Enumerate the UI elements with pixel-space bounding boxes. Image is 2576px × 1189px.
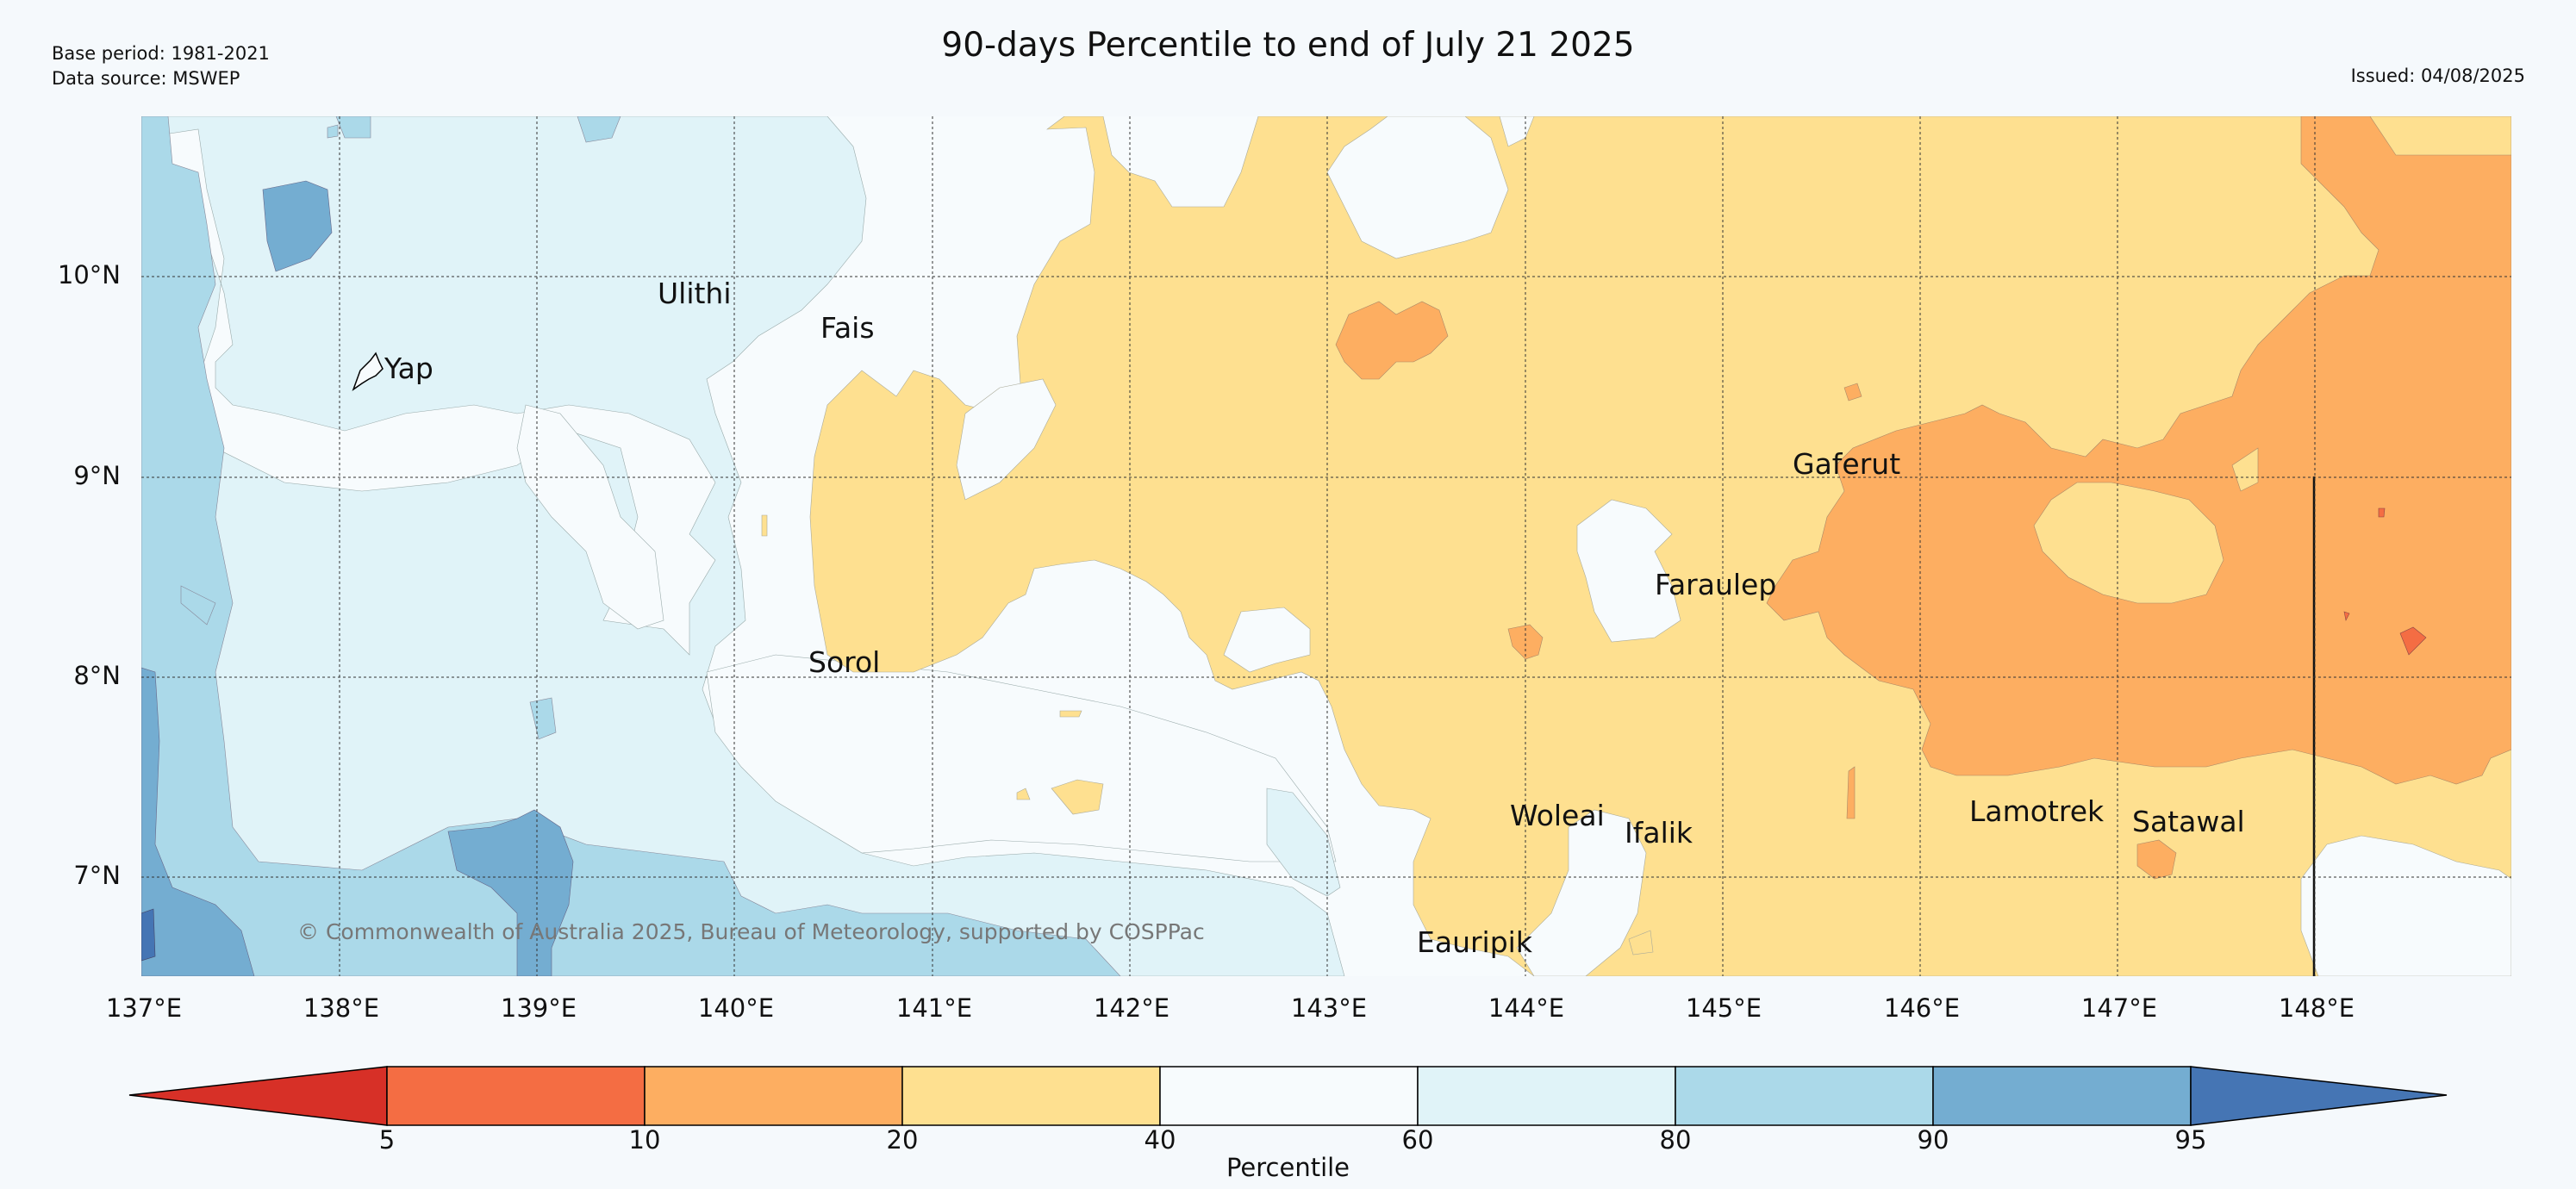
island-label-ifalik: Ifalik bbox=[1625, 816, 1693, 850]
map-title: 90-days Percentile to end of July 21 202… bbox=[941, 26, 1635, 65]
lon-label-144E: 144°E bbox=[1488, 993, 1565, 1023]
lat-label-9N: 9°N bbox=[73, 461, 121, 490]
colorbar-tick-95: 95 bbox=[2174, 1125, 2207, 1155]
region-60-80 bbox=[141, 116, 1345, 976]
colorbar-tick-60: 60 bbox=[1401, 1125, 1434, 1155]
lon-label-147E: 147°E bbox=[2080, 993, 2158, 1023]
colorbar-5-10 bbox=[386, 1066, 646, 1126]
lon-label-137E: 137°E bbox=[105, 993, 183, 1023]
lon-label-141E: 141°E bbox=[895, 993, 973, 1023]
island-label-fais: Fais bbox=[820, 311, 875, 345]
island-label-gaferut: Gaferut bbox=[1793, 447, 1900, 481]
metadata-block: Base period: 1981-2021 Data source: MSWE… bbox=[52, 41, 270, 91]
colorbar-tick-90: 90 bbox=[1917, 1125, 1949, 1155]
issued-date: Issued: 04/08/2025 bbox=[2350, 65, 2525, 86]
colorbar-60-80 bbox=[1417, 1066, 1676, 1126]
yap-island-outline bbox=[352, 352, 384, 391]
colorbar-40-60 bbox=[1159, 1066, 1419, 1126]
colorbar-80-90 bbox=[1675, 1066, 1934, 1126]
island-labels: Ulithi Fais Yap Gaferut Faraulep Sorol W… bbox=[384, 277, 2245, 959]
map-area bbox=[141, 116, 2511, 976]
island-label-yap: Yap bbox=[384, 352, 433, 385]
lat-label-10N: 10°N bbox=[57, 260, 121, 289]
lon-label-146E: 146°E bbox=[1883, 993, 1961, 1023]
island-label-satawal: Satawal bbox=[2132, 805, 2245, 838]
colorbar-tick-20: 20 bbox=[886, 1125, 919, 1155]
lon-label-145E: 145°E bbox=[1685, 993, 1762, 1023]
colorbar-label: Percentile bbox=[1226, 1153, 1350, 1182]
lon-label-143E: 143°E bbox=[1290, 993, 1368, 1023]
lat-label-7N: 7°N bbox=[73, 861, 121, 890]
copyright-text: © Commonwealth of Australia 2025, Bureau… bbox=[297, 919, 1205, 944]
lon-label-142E: 142°E bbox=[1093, 993, 1170, 1023]
region-80-90 bbox=[141, 116, 1121, 976]
region-40-60-pocket-2 bbox=[516, 404, 664, 630]
colorbar-tick-40: 40 bbox=[1144, 1125, 1176, 1155]
lon-label-140E: 140°E bbox=[697, 993, 775, 1023]
island-label-woleai: Woleai bbox=[1510, 799, 1605, 832]
region-90-95 bbox=[262, 180, 333, 272]
colorbar-gt95 bbox=[2190, 1066, 2448, 1126]
colorbar bbox=[128, 1066, 2448, 1126]
lat-label-8N: 8°N bbox=[73, 661, 121, 690]
data-source-text: Data source: MSWEP bbox=[52, 68, 240, 89]
island-label-eauripik: Eauripik bbox=[1417, 925, 1533, 959]
region-gt95 bbox=[141, 908, 156, 962]
island-label-sorol: Sorol bbox=[808, 645, 880, 679]
colorbar-tick-80: 80 bbox=[1659, 1125, 1692, 1155]
region-20-40 bbox=[809, 116, 2511, 976]
gridlines bbox=[141, 116, 2511, 976]
region-5-10 bbox=[2399, 626, 2427, 656]
colorbar-20-40 bbox=[901, 1066, 1161, 1126]
colorbar-tick-5: 5 bbox=[378, 1125, 396, 1155]
island-label-lamotrek: Lamotrek bbox=[1969, 794, 2105, 828]
colorbar-lt5 bbox=[128, 1066, 388, 1126]
lon-label-138E: 138°E bbox=[303, 993, 380, 1023]
colorbar-90-95 bbox=[1932, 1066, 2192, 1126]
colorbar-10-20 bbox=[644, 1066, 903, 1126]
island-label-ulithi: Ulithi bbox=[658, 277, 732, 310]
colorbar-tick-10: 10 bbox=[628, 1125, 661, 1155]
lon-label-139E: 139°E bbox=[500, 993, 577, 1023]
region-10-20 bbox=[1766, 116, 2511, 785]
island-label-faraulep: Faraulep bbox=[1655, 568, 1776, 601]
lon-label-148E: 148°E bbox=[2278, 993, 2355, 1023]
base-period-text: Base period: 1981-2021 bbox=[52, 43, 270, 64]
